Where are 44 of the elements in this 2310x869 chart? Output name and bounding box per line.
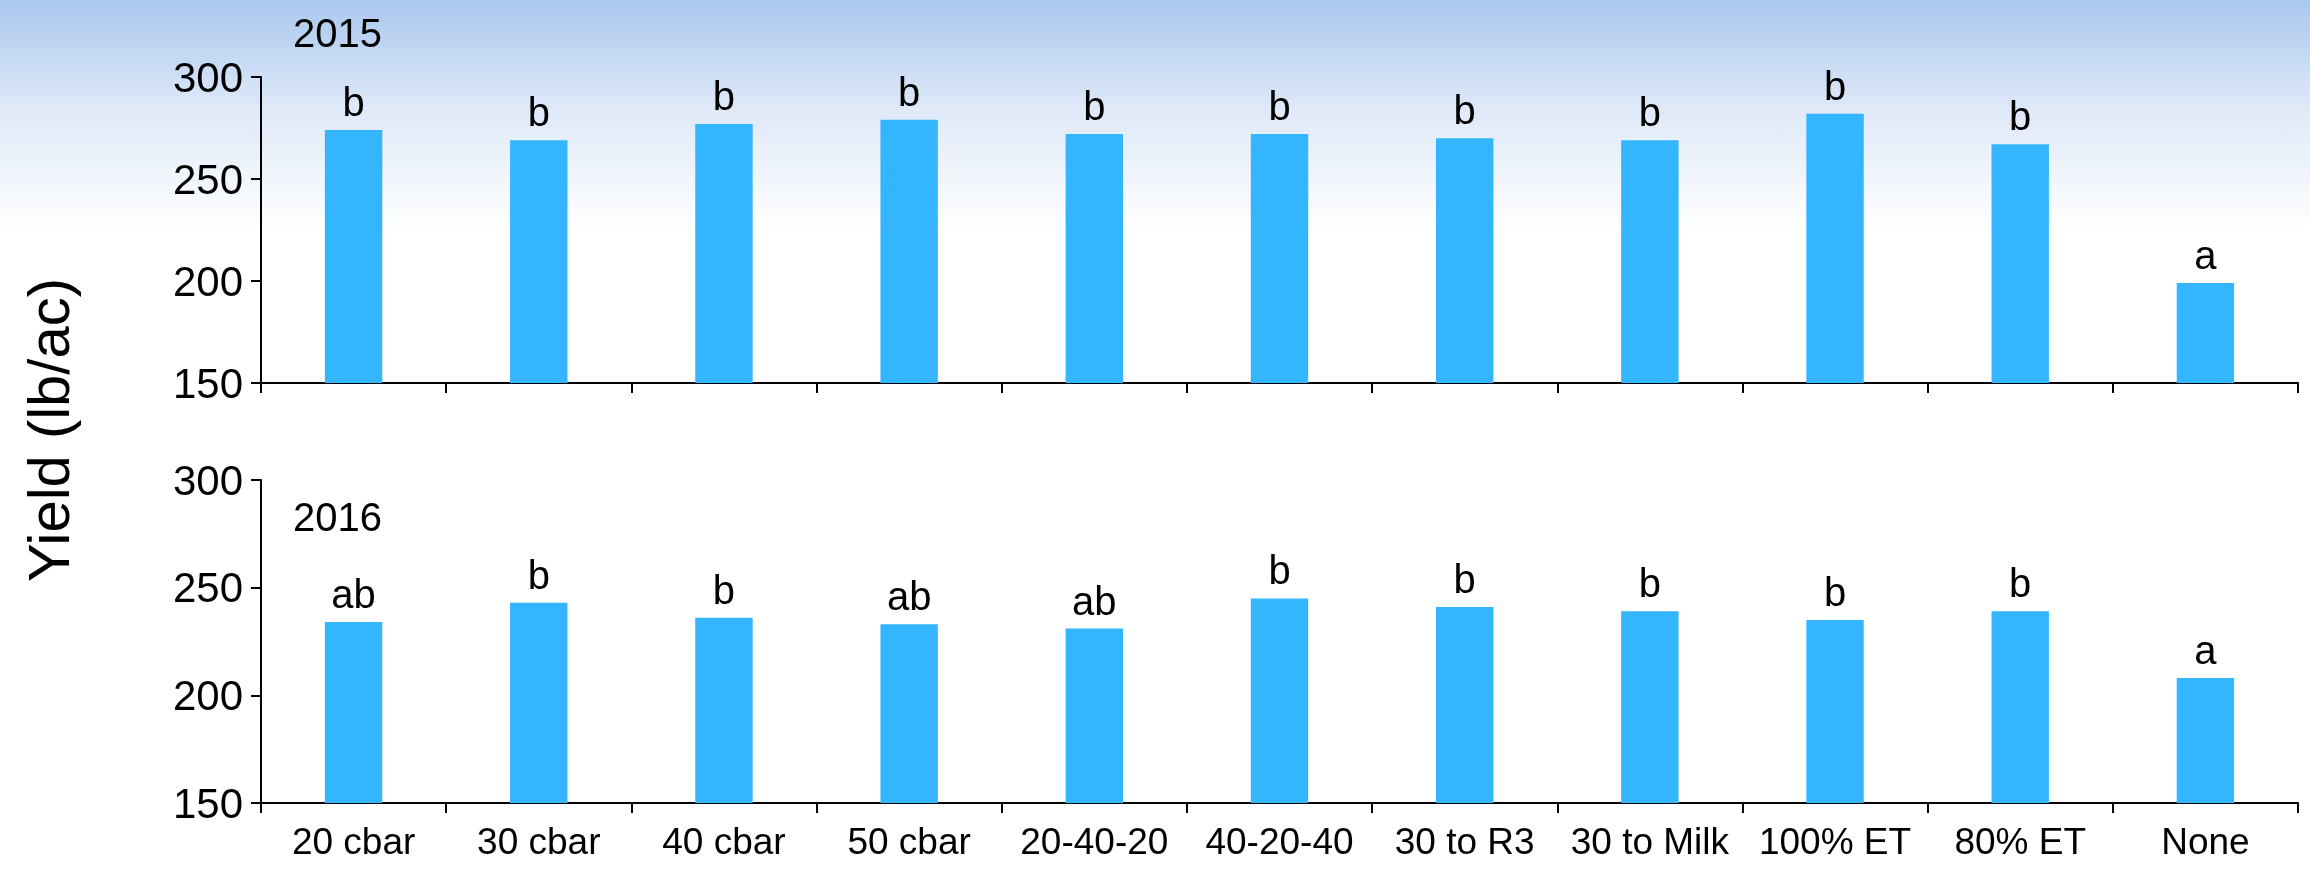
data-label: b bbox=[712, 567, 736, 612]
x-tick-label: 30 to R3 bbox=[1394, 821, 1535, 862]
data-label: a bbox=[2194, 628, 2218, 673]
x-tick-label: 20-40-20 bbox=[1020, 821, 1169, 862]
x-tick-label: 100% ET bbox=[1758, 821, 1912, 862]
y-tick-label: 300 bbox=[172, 53, 243, 101]
data-label: b bbox=[1638, 90, 1661, 135]
x-tick-label: 50 cbar bbox=[847, 821, 971, 862]
data-label: a bbox=[2194, 233, 2218, 278]
y-tick-label: 200 bbox=[172, 671, 243, 719]
chart-title: 2016 bbox=[293, 495, 382, 539]
y-tick-label: 250 bbox=[172, 564, 243, 612]
y-tick-label: 150 bbox=[172, 359, 243, 407]
x-tick-label: 20 cbar bbox=[291, 821, 416, 862]
y-tick-label: 250 bbox=[172, 155, 243, 203]
x-tick-label: 40-20-40 bbox=[1205, 821, 1354, 862]
data-label: b bbox=[898, 69, 921, 114]
x-tick-label: 40 cbar bbox=[662, 821, 786, 862]
data-label: b bbox=[1268, 84, 1291, 129]
x-tick-label: 30 cbar bbox=[477, 821, 601, 862]
y-tick-label: 150 bbox=[172, 779, 243, 827]
y-axis-title: Yield (lb/ac) bbox=[14, 277, 82, 583]
x-tick-label: 30 to Milk bbox=[1570, 821, 1730, 862]
data-label: b bbox=[527, 552, 550, 597]
data-label: b bbox=[1268, 548, 1291, 593]
data-label: b bbox=[2009, 561, 2032, 606]
data-label: b bbox=[527, 90, 550, 135]
x-tick-label: None bbox=[2161, 821, 2250, 862]
data-label: ab bbox=[331, 572, 376, 617]
data-label: b bbox=[1823, 569, 1847, 614]
data-label: b bbox=[712, 73, 736, 118]
data-label: b bbox=[1453, 557, 1476, 602]
chart-title: 2015 bbox=[293, 11, 382, 55]
y-tick-label: 200 bbox=[172, 257, 243, 305]
x-tick-label: 80% ET bbox=[1954, 821, 2087, 862]
data-label: b bbox=[1823, 63, 1847, 108]
y-tick-label: 300 bbox=[172, 456, 243, 504]
data-label: ab bbox=[1072, 578, 1117, 623]
data-label: b bbox=[342, 80, 365, 125]
data-label: ab bbox=[886, 574, 932, 619]
data-label: b bbox=[1453, 88, 1476, 133]
data-label: b bbox=[1083, 84, 1106, 129]
data-label: b bbox=[2009, 94, 2032, 139]
data-label: b bbox=[1638, 561, 1661, 606]
